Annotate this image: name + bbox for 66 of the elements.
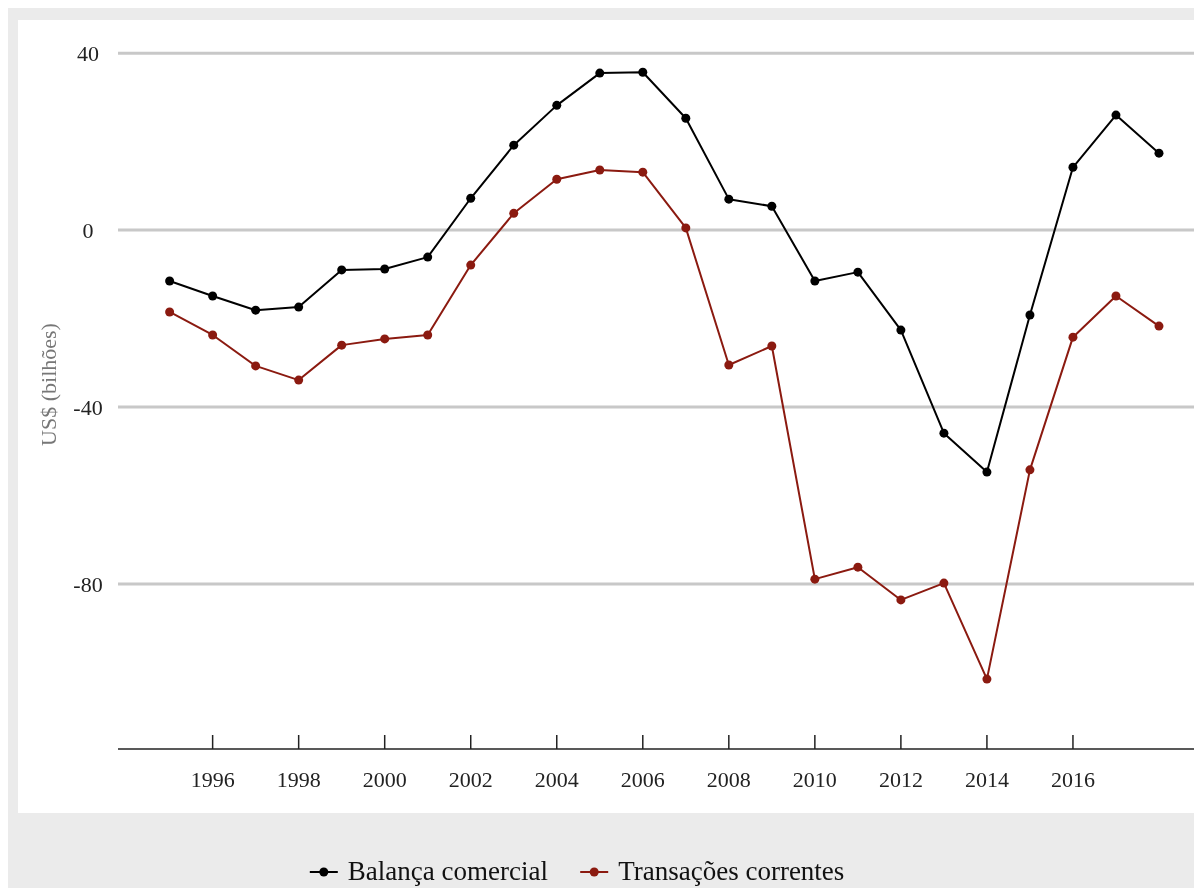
point xyxy=(939,428,949,438)
point xyxy=(767,341,777,351)
point xyxy=(896,325,906,335)
x-tick-label: 2002 xyxy=(448,767,493,792)
x-tick-label: 2000 xyxy=(362,767,407,792)
point xyxy=(423,330,433,340)
point xyxy=(165,276,175,286)
point xyxy=(380,334,390,344)
point xyxy=(681,223,691,233)
point xyxy=(638,167,648,177)
y-tick-label: -40 xyxy=(73,394,103,420)
point xyxy=(1025,465,1035,475)
point xyxy=(509,140,519,150)
x-tick-label: 2010 xyxy=(792,767,837,792)
point xyxy=(208,330,218,340)
point xyxy=(724,360,734,370)
point xyxy=(251,305,261,315)
point xyxy=(165,307,175,317)
legend-label: Transações correntes xyxy=(618,856,845,886)
point xyxy=(337,265,347,275)
point xyxy=(810,276,820,286)
point xyxy=(466,193,476,203)
point xyxy=(853,267,863,277)
x-tick-label: 2006 xyxy=(620,767,665,792)
point xyxy=(982,674,992,684)
x-tick-label: 2008 xyxy=(706,767,751,792)
point xyxy=(251,361,261,371)
point xyxy=(1111,291,1121,301)
point xyxy=(767,201,777,211)
point xyxy=(294,375,304,385)
point xyxy=(509,208,519,218)
point xyxy=(337,340,347,350)
point xyxy=(638,67,648,77)
point xyxy=(552,100,562,110)
point xyxy=(939,578,949,588)
point xyxy=(552,174,562,184)
point xyxy=(982,467,992,477)
x-tick-label: 1996 xyxy=(190,767,235,792)
point xyxy=(1068,332,1078,342)
point xyxy=(208,291,218,301)
point xyxy=(1025,310,1035,320)
point xyxy=(1154,321,1164,331)
point xyxy=(896,595,906,605)
y-tick-label: 0 xyxy=(82,217,94,243)
y-tick-label: 40 xyxy=(77,40,99,66)
point xyxy=(853,562,863,572)
legend-label: Balança comercial xyxy=(347,856,548,886)
point xyxy=(466,260,476,270)
point xyxy=(595,165,605,175)
x-tick-label: 2014 xyxy=(964,767,1009,792)
point xyxy=(681,113,691,123)
point xyxy=(1154,148,1164,158)
x-tick-label: 2012 xyxy=(878,767,923,792)
point xyxy=(1111,110,1121,120)
point xyxy=(423,252,433,262)
point xyxy=(380,264,390,274)
x-tick-label: 2004 xyxy=(534,767,579,792)
x-tick-label: 2016 xyxy=(1050,767,1095,792)
y-axis-title: US$ (bilhões) xyxy=(36,323,61,446)
x-tick-label: 1998 xyxy=(276,767,321,792)
point xyxy=(1068,162,1078,172)
point xyxy=(724,194,734,204)
point xyxy=(595,68,605,78)
y-tick-label: -80 xyxy=(73,571,103,597)
point xyxy=(810,574,820,584)
point xyxy=(294,302,304,312)
